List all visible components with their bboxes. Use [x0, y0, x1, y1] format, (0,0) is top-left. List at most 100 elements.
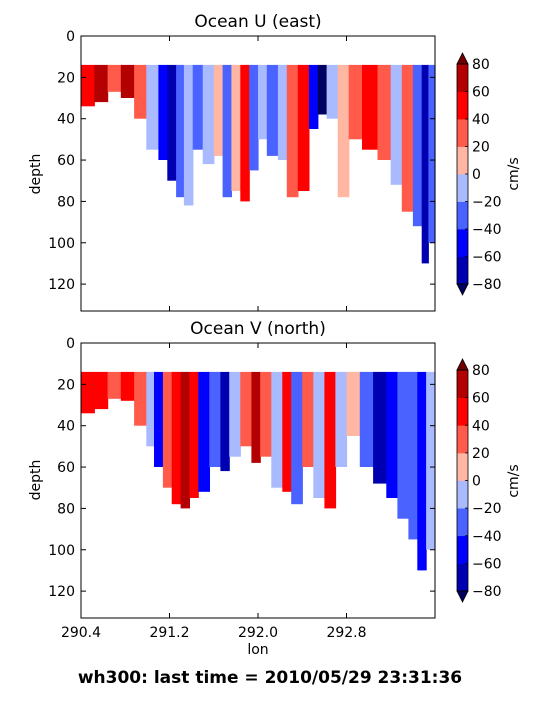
data-cell-19: [282, 371, 292, 492]
colorbar-tick-label-3: 20: [472, 140, 490, 156]
data-cell-20: [286, 64, 299, 198]
panel-u-ylabel: depth: [28, 154, 44, 195]
data-cell-25: [346, 371, 361, 436]
figure-suptitle: wh300: last time = 2010/05/29 23:31:36: [78, 668, 462, 688]
data-cell-30: [401, 64, 414, 212]
data-cell-16: [251, 371, 261, 463]
data-cell-27: [362, 64, 379, 150]
data-cell-3: [120, 64, 135, 98]
ytick-label-4: 80: [57, 501, 75, 517]
data-cell-8: [176, 64, 185, 198]
colorbar-band-3: [457, 480, 468, 509]
colorbar-band-7: [457, 64, 468, 92]
data-cell-29: [397, 371, 410, 519]
data-cell-13: [220, 371, 230, 472]
data-cell-24: [326, 64, 339, 119]
data-cell-18: [266, 64, 279, 156]
panel-v-ticks: 0 20 40 60 80 100 120 290.4 291.2 292.0 292.8: [48, 336, 435, 641]
data-cell-20: [291, 371, 303, 505]
colorbar-tick-label-0: 80: [472, 57, 490, 73]
colorbar-band-6: [457, 397, 468, 426]
colorbar-band-0: [457, 563, 468, 592]
data-cell-11: [202, 64, 215, 165]
colorbar-band-7: [457, 370, 468, 398]
panel-v-title: Ocean V (north): [190, 319, 326, 339]
colorbar-band-5: [457, 119, 468, 147]
data-cell-6: [158, 64, 168, 160]
panel-u-colorbar: 80 60 40 20 0 −20 −40 −60 −80: [456, 52, 502, 296]
data-cell-23: [317, 64, 328, 115]
colorbar-tick-label-8: −80: [472, 277, 502, 293]
data-cell-27: [373, 371, 387, 484]
colorbar-tick-label-2: 40: [472, 418, 490, 434]
colorbar-tick-label-4: 0: [472, 474, 481, 490]
data-cell-33: [428, 64, 436, 243]
ytick-label-1: 20: [57, 377, 75, 393]
panel-v-ylabel: depth: [28, 460, 44, 501]
colorbar-tick-label-7: −60: [472, 556, 502, 572]
ytick-label-0: 0: [66, 29, 75, 45]
data-cell-31: [412, 64, 423, 227]
data-cell-1: [94, 64, 109, 103]
colorbar-tick-label-2: 40: [472, 112, 490, 128]
colorbar-tick-label-4: 0: [472, 167, 481, 183]
ytick-label-3: 60: [57, 460, 75, 476]
panel-u-cells: [81, 64, 436, 264]
colorbar-tick-label-6: −40: [472, 529, 502, 545]
data-cell-29: [390, 64, 403, 185]
data-cell-30: [408, 371, 418, 540]
ytick-label-5: 100: [48, 543, 75, 559]
colorbar-tick-label-7: −60: [472, 250, 502, 266]
ytick-label-6: 120: [48, 584, 75, 600]
colorbar-tick-label-6: −40: [472, 222, 502, 238]
data-cell-2: [107, 371, 122, 399]
xtick-label-2: 292.0: [238, 625, 278, 641]
colorbar-tick-label-1: 60: [472, 85, 490, 101]
data-cell-13: [222, 64, 232, 198]
data-cell-26: [359, 371, 374, 467]
data-cell-24: [335, 371, 348, 467]
colorbar-tick-label-0: 80: [472, 363, 490, 379]
colorbar-band-4: [457, 146, 468, 175]
colorbar-band-3: [457, 174, 468, 202]
colorbar-tick-label-3: 20: [472, 446, 490, 462]
colorbar-tick-label-5: −20: [472, 501, 502, 517]
ytick-label-5: 100: [48, 236, 75, 252]
colorbar-over-extension: [456, 358, 469, 371]
ytick-label-4: 80: [57, 194, 75, 210]
ytick-label-1: 20: [57, 70, 75, 86]
colorbar-tick-label-1: 60: [472, 391, 490, 407]
data-cell-3: [120, 371, 135, 401]
data-cell-12: [209, 371, 221, 467]
data-cell-15: [240, 371, 252, 447]
colorbar-band-2: [457, 508, 468, 537]
colorbar-under-extension: [456, 283, 469, 296]
data-cell-26: [348, 64, 363, 140]
data-cell-0: [81, 371, 95, 414]
xtick-label-0: 290.4: [61, 625, 101, 641]
data-cell-11: [198, 371, 210, 492]
colorbar-over-extension: [456, 52, 469, 65]
data-cell-16: [249, 64, 259, 171]
data-cell-5: [146, 371, 155, 447]
xtick-label-1: 291.2: [149, 625, 189, 641]
data-cell-5: [146, 64, 160, 150]
data-cell-7: [167, 64, 177, 181]
data-cell-17: [258, 64, 268, 140]
colorbar-band-1: [457, 535, 468, 564]
colorbar-band-5: [457, 425, 468, 454]
data-cell-6: [154, 371, 164, 467]
data-cell-10: [192, 64, 204, 150]
data-cell-25: [337, 64, 350, 198]
data-cell-19: [277, 64, 288, 160]
data-cell-9: [180, 371, 190, 509]
data-cell-32: [426, 371, 436, 550]
data-cell-14: [229, 371, 241, 457]
panel-v-colorbar-label: cm/s: [506, 464, 522, 497]
data-cell-21: [302, 371, 314, 467]
data-cell-12: [213, 64, 224, 156]
data-cell-2: [107, 64, 122, 92]
data-cell-18: [271, 371, 283, 488]
colorbar-band-0: [457, 256, 468, 285]
